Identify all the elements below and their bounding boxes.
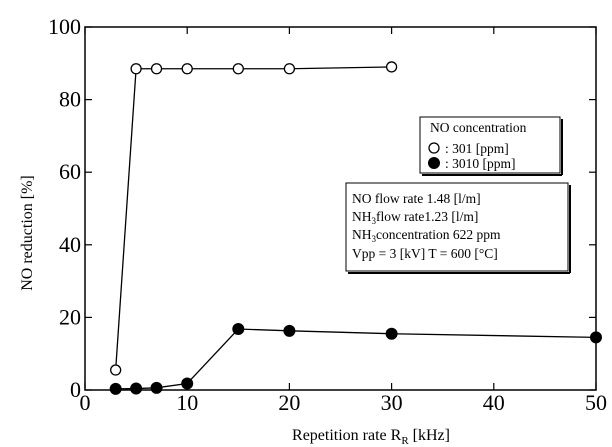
x-tick-label: 30 — [381, 390, 403, 415]
plot-area-border — [84, 26, 597, 391]
y-tick-label: 80 — [59, 87, 81, 112]
condition-nh3-concentration: NH3concentration 622 ppm — [352, 227, 501, 244]
series-2-point — [232, 323, 245, 336]
plot-frame — [84, 26, 597, 391]
x-tick-label: 20 — [278, 390, 300, 415]
legend-box — [419, 116, 561, 174]
x-tick-label: 10 — [176, 390, 198, 415]
series-2-point — [385, 327, 398, 340]
series-1-point — [283, 63, 296, 75]
y-axis-ticks: 0 20 40 60 80 100 — [48, 14, 596, 402]
series-1-point — [110, 364, 122, 376]
condition-nh3-conc-pre: NH — [352, 227, 372, 242]
legend-marker-open-circle — [428, 142, 440, 154]
series-1-point — [181, 63, 193, 75]
y-tick-label: 20 — [59, 304, 81, 329]
series-2-point — [130, 382, 143, 395]
series-1-point — [130, 63, 142, 75]
x-axis-title: Repetition rate RR [kHz] — [292, 427, 450, 447]
y-tick-label: 100 — [48, 14, 81, 39]
legend-entry-3010: : 3010 [ppm] — [445, 156, 516, 171]
condition-nh3-flow-post: flow rate1.23 [l/m] — [376, 209, 478, 224]
y-axis-title: NO reduction [%] — [19, 175, 36, 291]
series-2-point — [590, 331, 602, 344]
y-tick-label: 40 — [59, 232, 81, 257]
series-1-point — [232, 63, 244, 75]
legend-title: NO concentration — [430, 120, 527, 135]
series-2-point — [283, 324, 296, 337]
condition-nh3-flow-sub: 3 — [372, 216, 377, 226]
condition-nh3-flow-pre: NH — [352, 209, 372, 224]
condition-nh3-conc-post: concentration 622 ppm — [376, 227, 501, 242]
condition-voltage-temperature: Vpp = 3 [kV] T = 600 [°C] — [352, 246, 498, 261]
series-1-point — [150, 63, 163, 75]
series-2-point — [181, 377, 194, 390]
x-axis-title-unit: [kHz] — [409, 427, 450, 444]
y-tick-label: 0 — [70, 377, 81, 402]
series-1-point — [385, 61, 398, 73]
y-tick-label: 60 — [59, 159, 81, 184]
x-axis-ticks: 0 10 20 30 40 50 — [80, 27, 607, 415]
condition-nh3-conc-sub: 3 — [372, 234, 377, 244]
condition-nh3-flow-rate: NH3flow rate1.23 [l/m] — [352, 209, 478, 226]
x-axis-title-main: Repetition rate R — [292, 427, 402, 444]
x-tick-label: 50 — [585, 390, 607, 415]
x-tick-label: 0 — [80, 390, 91, 415]
legend-entry-301: : 301 [ppm] — [445, 141, 509, 156]
series-2-point — [150, 381, 163, 394]
series-2-point — [109, 382, 122, 395]
conditions-box: NO flow rate 1.48 [l/m] NH3flow rate1.23… — [345, 182, 571, 274]
condition-no-flow-rate: NO flow rate 1.48 [l/m] — [352, 191, 481, 206]
conditions-box-frame — [345, 182, 569, 272]
legend: NO concentration : 301 [ppm] : 3010 [ppm… — [419, 116, 563, 176]
x-tick-label: 40 — [483, 390, 505, 415]
series-layer — [109, 61, 602, 395]
legend-marker-filled-circle — [428, 157, 440, 169]
x-axis-title-subscript: R — [401, 435, 409, 447]
